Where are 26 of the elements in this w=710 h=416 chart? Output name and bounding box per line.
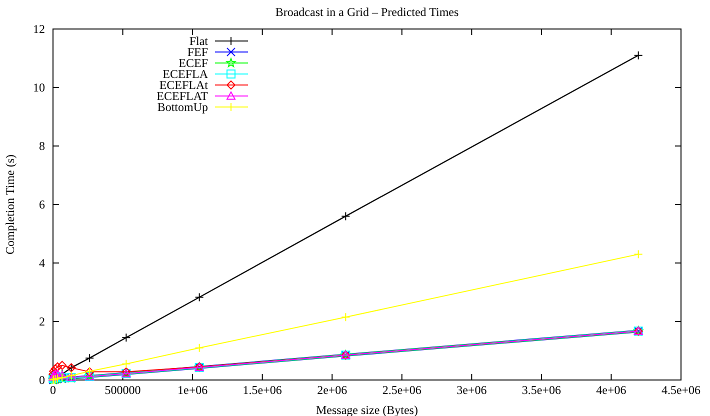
- x-tick-label: 3.5e+06: [522, 383, 561, 397]
- x-tick-label: 1.5e+06: [242, 383, 282, 397]
- y-tick-label: 0: [39, 373, 45, 387]
- chart-title: Broadcast in a Grid – Predicted Times: [275, 5, 459, 19]
- y-tick-label: 6: [39, 198, 45, 212]
- y-tick-label: 8: [39, 139, 45, 153]
- x-tick-label: 3e+06: [456, 383, 487, 397]
- x-tick-label: 2e+06: [317, 383, 348, 397]
- legend-label: ECEFLAT: [156, 89, 209, 103]
- y-tick-label: 12: [33, 22, 45, 36]
- x-tick-label: 1e+06: [178, 383, 208, 397]
- legend-label: Flat: [189, 34, 209, 48]
- legend-label: ECEF: [178, 56, 208, 70]
- x-tick-label: 4e+06: [596, 383, 626, 397]
- x-tick-label: 0: [50, 383, 56, 397]
- y-axis-title: Completion Time (s): [3, 154, 17, 255]
- legend-label: ECEFLA: [162, 67, 208, 81]
- legend-label: FEF: [187, 45, 208, 59]
- x-tick-label: 500000: [104, 383, 141, 397]
- x-tick-label: 2.5e+06: [382, 383, 422, 397]
- x-tick-label: 4.5e+06: [661, 383, 701, 397]
- legend-label: ECEFLAt: [159, 78, 209, 92]
- y-tick-label: 4: [39, 256, 45, 270]
- y-tick-label: 10: [33, 80, 45, 94]
- y-tick-label: 2: [39, 314, 45, 328]
- legend-label: BottomUp: [157, 100, 208, 114]
